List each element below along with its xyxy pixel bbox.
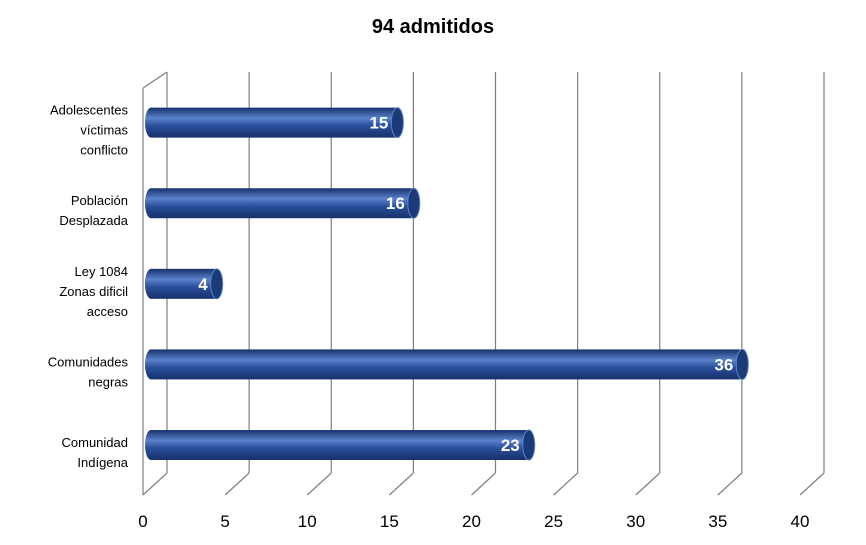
data-label: 4 <box>198 275 208 294</box>
category-label-line: víctimas <box>80 123 128 138</box>
x-tick-label: 30 <box>626 512 645 531</box>
bar-end-cap <box>735 348 749 380</box>
bar-group: 23 <box>145 429 536 461</box>
category-label-line: Comunidades <box>48 354 129 369</box>
bar-group: 36 <box>145 348 749 380</box>
data-label: 36 <box>714 355 733 374</box>
gridline-floor <box>388 472 414 496</box>
bar-end-cap <box>522 429 536 461</box>
data-label: 23 <box>501 436 520 455</box>
chart-title: 94 admitidos <box>371 16 495 38</box>
gridline-floor <box>471 472 496 496</box>
category-label: Comunidad Indígena <box>62 435 129 470</box>
category-label: Adolescentes víctimas conflicto <box>50 103 129 158</box>
data-label: 16 <box>386 194 405 213</box>
gridline-floor <box>142 472 168 496</box>
left-wall-edge <box>142 71 168 89</box>
bar-start-cap <box>145 107 157 138</box>
gridline-floor <box>635 472 661 496</box>
category-label-line: Adolescentes <box>50 103 129 118</box>
x-tick-label: 5 <box>220 512 229 531</box>
data-label: 15 <box>369 114 388 133</box>
bar-start-cap <box>145 188 157 219</box>
gridline-floor <box>553 472 579 496</box>
bar-group: 15 <box>145 107 404 139</box>
category-label: Ley 1084 Zonas dificil acceso <box>59 264 128 319</box>
category-label-line: Población <box>71 193 128 208</box>
gridlines <box>142 71 825 496</box>
category-label-line: negras <box>88 374 128 389</box>
bar-start-cap <box>145 430 157 461</box>
x-tick-label: 35 <box>708 512 727 531</box>
bar-group: 4 <box>145 268 224 300</box>
bar <box>151 107 398 138</box>
category-label: Población Desplazada <box>59 193 128 228</box>
x-tick-label: 10 <box>298 512 317 531</box>
category-label-line: Comunidad <box>62 435 129 450</box>
bar-end-cap <box>407 187 421 219</box>
bar <box>151 349 743 380</box>
category-label-line: conflicto <box>80 143 128 158</box>
category-label-line: Desplazada <box>59 213 128 228</box>
bar <box>151 430 529 461</box>
category-label: Comunidades negras <box>48 354 129 389</box>
x-tick-label: 0 <box>138 512 147 531</box>
gridline-floor <box>224 472 250 496</box>
x-tick-label: 20 <box>462 512 481 531</box>
category-label-line: Zonas dificil <box>59 284 128 299</box>
x-tick-label: 25 <box>544 512 563 531</box>
bar-start-cap <box>145 349 157 380</box>
gridline-floor <box>306 472 332 496</box>
x-tick-label: 15 <box>380 512 399 531</box>
bar <box>151 188 414 219</box>
bar <box>151 268 217 299</box>
bar-end-cap <box>210 268 224 300</box>
category-label-line: Indígena <box>77 455 128 470</box>
gridline-floor <box>717 472 743 496</box>
gridline-floor <box>799 472 825 496</box>
x-tick-label: 40 <box>791 512 810 531</box>
bar-group: 16 <box>145 187 421 219</box>
category-label-line: Ley 1084 <box>75 264 129 279</box>
bar-start-cap <box>145 268 157 299</box>
bar-end-cap <box>390 107 404 139</box>
category-label-line: acceso <box>87 304 128 319</box>
